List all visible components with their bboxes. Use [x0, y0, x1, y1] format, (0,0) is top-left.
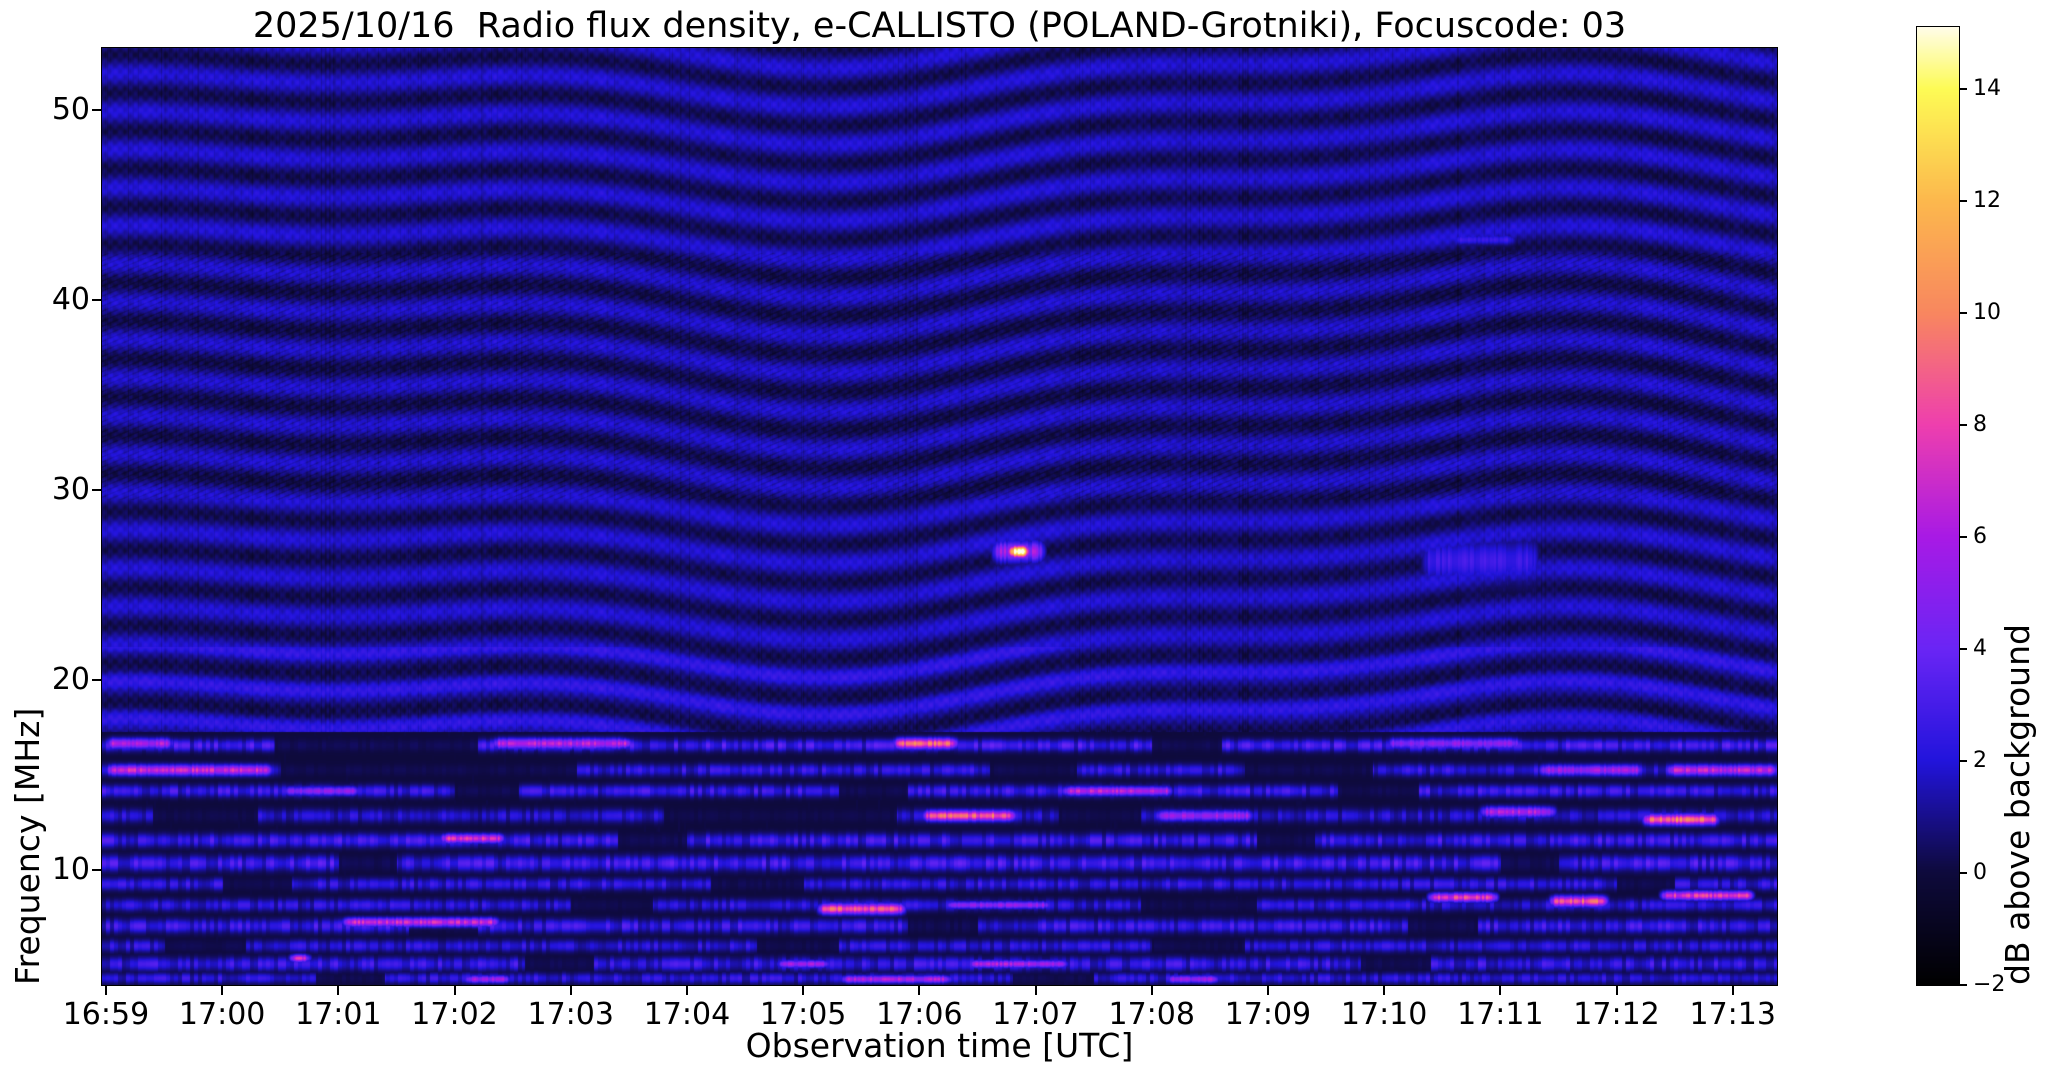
y-tick-mark	[92, 489, 101, 492]
x-tick-label: 17:09	[1224, 997, 1312, 1032]
colorbar-tick-mark	[1959, 535, 1967, 538]
x-tick-mark	[1731, 986, 1734, 995]
x-tick-label: 16:59	[62, 997, 150, 1032]
x-tick-label: 17:05	[759, 997, 847, 1032]
y-tick-label: 50	[51, 91, 90, 127]
x-tick-mark	[918, 986, 921, 995]
x-tick-mark	[569, 986, 572, 995]
colorbar-tick-label: 12	[1973, 187, 2001, 213]
colorbar-tick-label: 4	[1973, 635, 1987, 661]
x-tick-mark	[104, 986, 107, 995]
x-tick-mark	[685, 986, 688, 995]
colorbar-tick-label: 14	[1973, 75, 2001, 101]
y-tick-label: 20	[51, 662, 90, 698]
x-tick-mark	[1150, 986, 1153, 995]
y-tick-mark	[92, 299, 101, 302]
colorbar-tick-mark	[1959, 423, 1967, 426]
colorbar-tick-mark	[1959, 199, 1967, 202]
x-tick-mark	[337, 986, 340, 995]
x-tick-mark	[221, 986, 224, 995]
x-tick-label: 17:02	[411, 997, 498, 1032]
x-tick-mark	[1499, 986, 1502, 995]
x-tick-label: 17:10	[1340, 997, 1428, 1032]
colorbar-tick-mark	[1959, 759, 1967, 762]
x-tick-mark	[802, 986, 805, 995]
colorbar-tick-mark	[1959, 871, 1967, 874]
y-tick-label: 10	[51, 852, 90, 888]
spectrogram-heatmap	[102, 48, 1777, 985]
y-tick-label: 30	[51, 472, 90, 508]
y-tick-mark	[92, 869, 101, 872]
colorbar-tick-label: −2	[1973, 972, 2006, 997]
x-tick-mark	[1034, 986, 1037, 995]
y-tick-label: 40	[51, 282, 90, 318]
colorbar-tick-label: 0	[1973, 859, 1987, 885]
colorbar-tick-label: 2	[1973, 747, 1987, 773]
y-axis-label: Frequency [MHz]	[8, 707, 47, 985]
x-tick-label: 17:12	[1573, 997, 1660, 1032]
x-tick-mark	[1266, 986, 1269, 995]
x-tick-mark	[453, 986, 456, 995]
colorbar-tick-mark	[1959, 647, 1967, 650]
colorbar-tick-label: 10	[1973, 299, 2001, 325]
chart-title: 2025/10/16 Radio flux density, e-CALLIST…	[252, 6, 1627, 46]
colorbar-tick-mark	[1959, 984, 1967, 986]
y-tick-mark	[92, 679, 101, 682]
colorbar-tick-mark	[1959, 87, 1967, 90]
y-tick-mark	[92, 108, 101, 111]
x-tick-label: 17:07	[992, 997, 1079, 1032]
x-tick-mark	[1383, 986, 1386, 995]
x-tick-label: 17:01	[295, 997, 382, 1032]
colorbar-tick-label: 6	[1973, 523, 1987, 549]
x-tick-label: 17:11	[1457, 997, 1544, 1032]
x-tick-label: 17:06	[876, 997, 963, 1032]
x-tick-mark	[1615, 986, 1618, 995]
colorbar-tick-label: 8	[1973, 411, 1987, 437]
colorbar-tick-mark	[1959, 311, 1967, 314]
x-axis-label: Observation time [UTC]	[745, 1026, 1134, 1065]
x-tick-label: 17:04	[643, 997, 731, 1032]
x-tick-label: 17:08	[1108, 997, 1195, 1032]
colorbar-gradient	[1917, 27, 1959, 985]
x-tick-label: 17:13	[1689, 997, 1776, 1032]
colorbar-label: dB above background	[1998, 624, 2037, 985]
x-tick-label: 17:03	[527, 997, 614, 1032]
x-tick-label: 17:00	[178, 997, 266, 1032]
